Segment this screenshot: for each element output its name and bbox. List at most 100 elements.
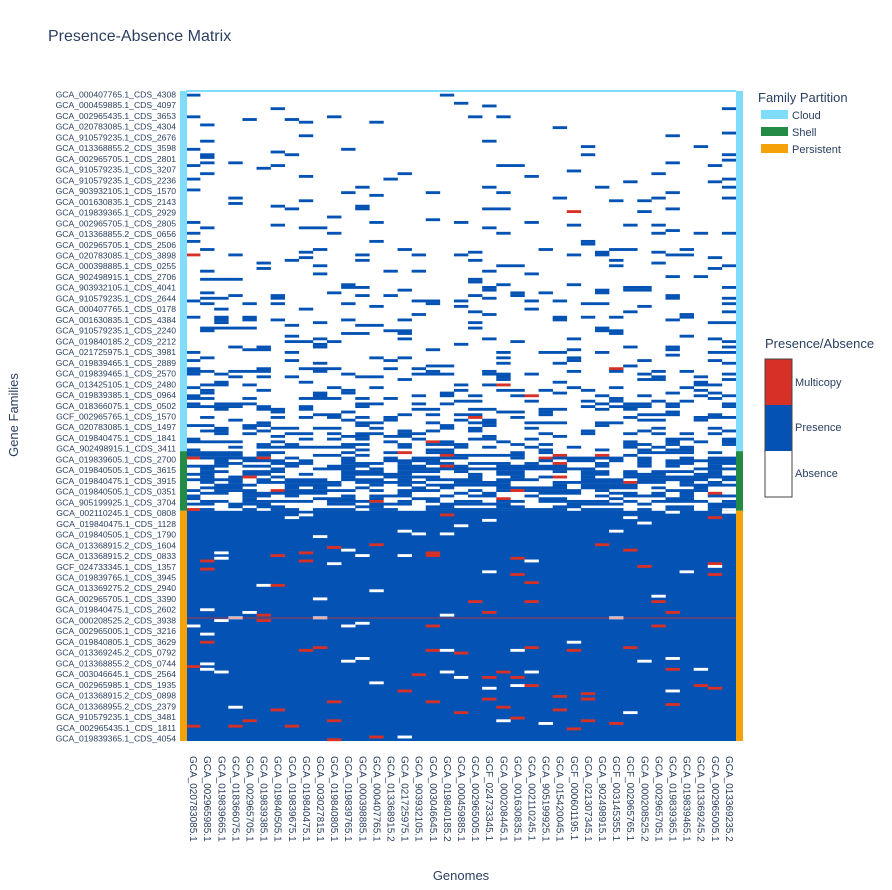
heatmap-cell — [397, 432, 412, 436]
y-tick-label: GCA_019839465.1_CDS_2570 — [56, 369, 177, 379]
heatmap-cell — [637, 508, 652, 511]
heatmap-cell — [637, 286, 652, 289]
heatmap-cell — [298, 559, 314, 563]
heatmap-cell — [637, 475, 652, 479]
y-tick-label: GCA_019840475.1_CDS_1128 — [56, 519, 176, 529]
heatmap-cell — [721, 456, 737, 460]
heatmap-cell — [214, 405, 229, 409]
heatmap-cell — [637, 418, 652, 422]
heatmap-cell — [186, 402, 201, 406]
heatmap-cell — [312, 226, 328, 230]
heatmap-cell — [496, 453, 511, 457]
heatmap-cell — [214, 462, 229, 465]
legend-item-shell[interactable]: Shell — [761, 127, 816, 139]
heatmap-cell — [482, 434, 497, 438]
heatmap-cell — [270, 583, 286, 587]
heatmap-cell — [298, 405, 314, 409]
heatmap-cell — [693, 388, 709, 392]
heatmap-cell — [468, 429, 483, 433]
heatmap-cell — [453, 253, 469, 257]
heatmap-cell — [510, 573, 525, 576]
heatmap-cell — [510, 475, 525, 479]
heatmap-cell — [665, 448, 680, 452]
y-tick-label: GCA_002965705.1_CDS_2801 — [56, 154, 177, 164]
heatmap-cell — [425, 218, 441, 222]
heatmap-cell — [552, 497, 568, 501]
heatmap-cell — [383, 456, 398, 460]
heatmap-cell — [341, 459, 356, 463]
heatmap-cell — [341, 318, 356, 322]
heatmap-cell — [453, 464, 469, 468]
heatmap-cell — [594, 483, 610, 487]
heatmap-cell — [327, 481, 342, 484]
heatmap-cell — [468, 416, 483, 419]
heatmap-cell — [439, 486, 455, 490]
heatmap-cell — [609, 332, 624, 335]
heatmap-cell — [468, 508, 483, 511]
heatmap-cell — [552, 351, 568, 354]
heatmap-cell — [312, 489, 328, 492]
heatmap-cell — [482, 226, 497, 230]
heatmap-cell — [496, 497, 511, 501]
heatmap-cell — [637, 304, 652, 308]
heatmap-cell — [538, 486, 553, 490]
x-tick-label: GCA_019839765.1 — [342, 756, 353, 842]
colorbar-presence — [765, 405, 792, 451]
heatmap-cell — [242, 489, 257, 492]
heatmap-cell — [256, 424, 271, 427]
y-tick-label: GCA_013368915.2_CDS_0898 — [56, 691, 177, 701]
heatmap-cell — [312, 426, 328, 430]
heatmap-cell — [524, 581, 539, 585]
heatmap-cell — [623, 407, 638, 411]
heatmap-cell — [665, 508, 680, 511]
heatmap-cell — [284, 426, 300, 430]
x-tick-label: GCA_013369235.2 — [723, 756, 734, 842]
heatmap-cell — [524, 600, 539, 604]
heatmap-cell — [341, 497, 356, 501]
heatmap-cell — [510, 486, 525, 490]
heatmap-cell — [637, 478, 652, 482]
heatmap-cell — [651, 594, 666, 598]
heatmap-cell — [453, 651, 469, 655]
heatmap-cell — [369, 375, 384, 379]
heatmap-cell — [482, 369, 497, 373]
heatmap-cell — [693, 684, 709, 687]
y-tick-label: GCA_002965005.1_CDS_3216 — [56, 626, 177, 636]
heatmap-cell — [721, 231, 737, 235]
heatmap-cell — [468, 394, 483, 398]
heatmap-cell — [242, 426, 257, 430]
heatmap-cell — [312, 345, 328, 349]
heatmap-cell — [693, 275, 709, 279]
heatmap-cell — [284, 499, 300, 503]
family-partition-bar-right — [736, 91, 743, 741]
heatmap-cell — [397, 332, 412, 335]
x-tick-label: GCA_020783085.1 — [187, 756, 198, 842]
heatmap-cell — [538, 413, 553, 417]
heatmap-cell — [355, 294, 370, 297]
heatmap-cell — [665, 510, 680, 514]
heatmap-cell — [214, 619, 229, 622]
heatmap-cell — [397, 478, 412, 482]
heatmap-cell — [580, 481, 596, 484]
heatmap-cell — [538, 291, 553, 295]
legend-item-persistent[interactable]: Persistent — [761, 144, 841, 156]
heatmap-cell — [623, 711, 638, 715]
x-tick-label: GCA_002965005.1 — [469, 756, 480, 842]
heatmap-cell — [327, 453, 342, 457]
heatmap-cell — [637, 288, 652, 292]
heatmap-cell — [482, 185, 497, 189]
heatmap-cell — [721, 310, 737, 314]
heatmap-cell — [721, 345, 737, 349]
heatmap-plot-area[interactable] — [186, 91, 737, 742]
legend-item-cloud[interactable]: Cloud — [761, 110, 821, 122]
heatmap-cell — [552, 475, 568, 479]
y-tick-labels: GCA_000407765.1_CDS_4308GCA_000459885.1_… — [56, 90, 177, 744]
heatmap-cell — [721, 499, 737, 503]
heatmap-cell — [228, 481, 243, 484]
heatmap-cell — [637, 359, 652, 362]
heatmap-cell — [721, 394, 737, 398]
heatmap-cell — [327, 115, 342, 119]
heatmap-cell — [312, 646, 328, 650]
heatmap-cell — [609, 397, 624, 400]
heatmap-cell — [200, 667, 215, 671]
